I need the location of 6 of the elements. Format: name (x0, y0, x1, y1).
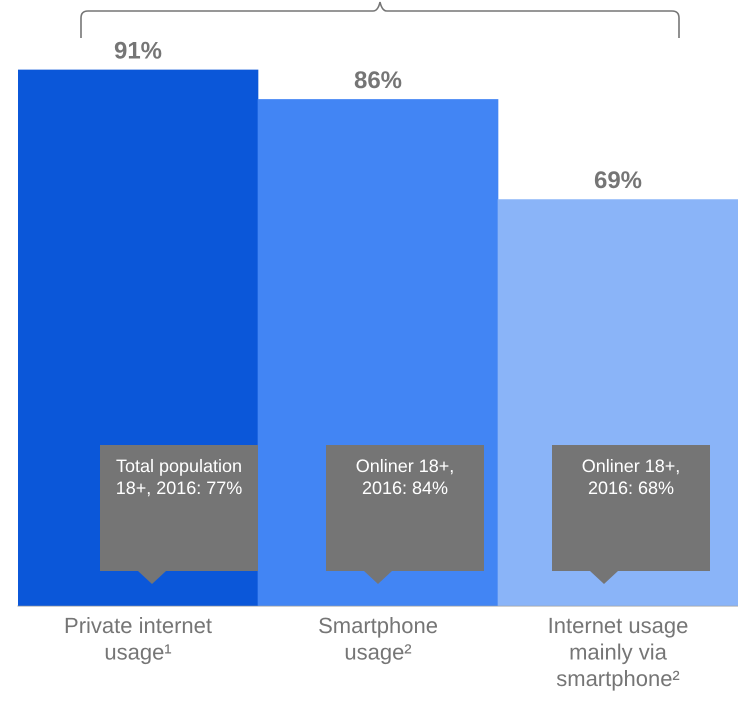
x-tick-label: Private internet usage¹ (64, 613, 212, 664)
data-label: 86% (354, 67, 402, 94)
x-tick-label: Internet usage mainly via smartphone² (548, 613, 688, 691)
data-label: 69% (594, 167, 642, 194)
x-tick-label: Smartphone usage² (318, 613, 438, 664)
data-label: 91% (114, 38, 162, 65)
